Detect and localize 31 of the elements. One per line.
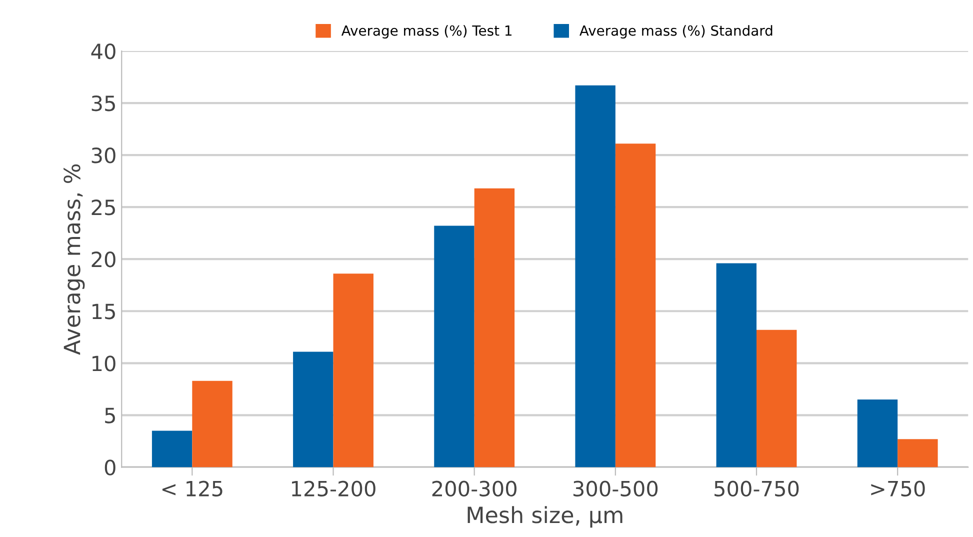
y-tick-label: 40 (91, 43, 116, 60)
x-tick-label: 300-500 (573, 480, 658, 497)
y-tick-label: 5 (105, 408, 115, 424)
bar (615, 144, 656, 468)
y-axis-title: Average mass, % (64, 164, 85, 355)
bar (192, 380, 232, 468)
bar (716, 263, 757, 468)
legend-label: Average mass (%) Standard (580, 25, 772, 39)
y-tick-label: 10 (92, 356, 116, 372)
y-tick-label: 0 (104, 460, 116, 476)
bar (756, 330, 797, 468)
x-tick-label: 200-300 (432, 480, 516, 497)
bar (898, 439, 938, 468)
bar (575, 85, 616, 468)
x-tick-label: >750 (871, 480, 925, 497)
bar (857, 400, 898, 468)
y-tick-label: 30 (92, 148, 116, 164)
bar (474, 188, 515, 468)
y-tick-label: 35 (92, 95, 115, 112)
bar (333, 274, 374, 468)
bar (434, 226, 474, 468)
bar (152, 430, 192, 468)
x-tick-label: < 125 (162, 480, 222, 497)
y-tick-label: 20 (92, 252, 116, 268)
bar (293, 352, 334, 468)
x-tick-label: 125-200 (292, 480, 376, 497)
legend-label: Average mass (%) Test 1 (341, 25, 512, 39)
x-axis-title: Mesh size, µm (468, 506, 622, 528)
x-tick-label: 500-750 (714, 480, 799, 497)
y-tick-label: 25 (92, 200, 115, 216)
y-tick-label: 15 (92, 304, 115, 320)
